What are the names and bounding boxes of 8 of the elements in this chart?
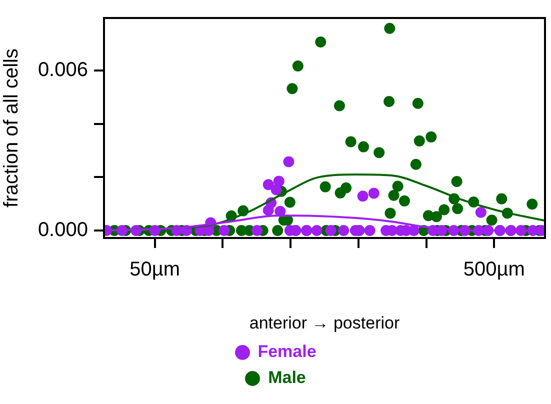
y-tick-label: 0.000: [38, 219, 88, 242]
x-axis-title: anterior → posterior: [249, 313, 400, 332]
y-tick-label: 0.006: [38, 59, 88, 82]
legend-label: Female: [258, 342, 316, 362]
y-axis-title: fraction of all cells: [0, 48, 23, 208]
x-tick-label: 500µm: [463, 258, 525, 281]
legend-label: Male: [268, 368, 306, 388]
x-tick-label: 50µm: [130, 258, 180, 281]
